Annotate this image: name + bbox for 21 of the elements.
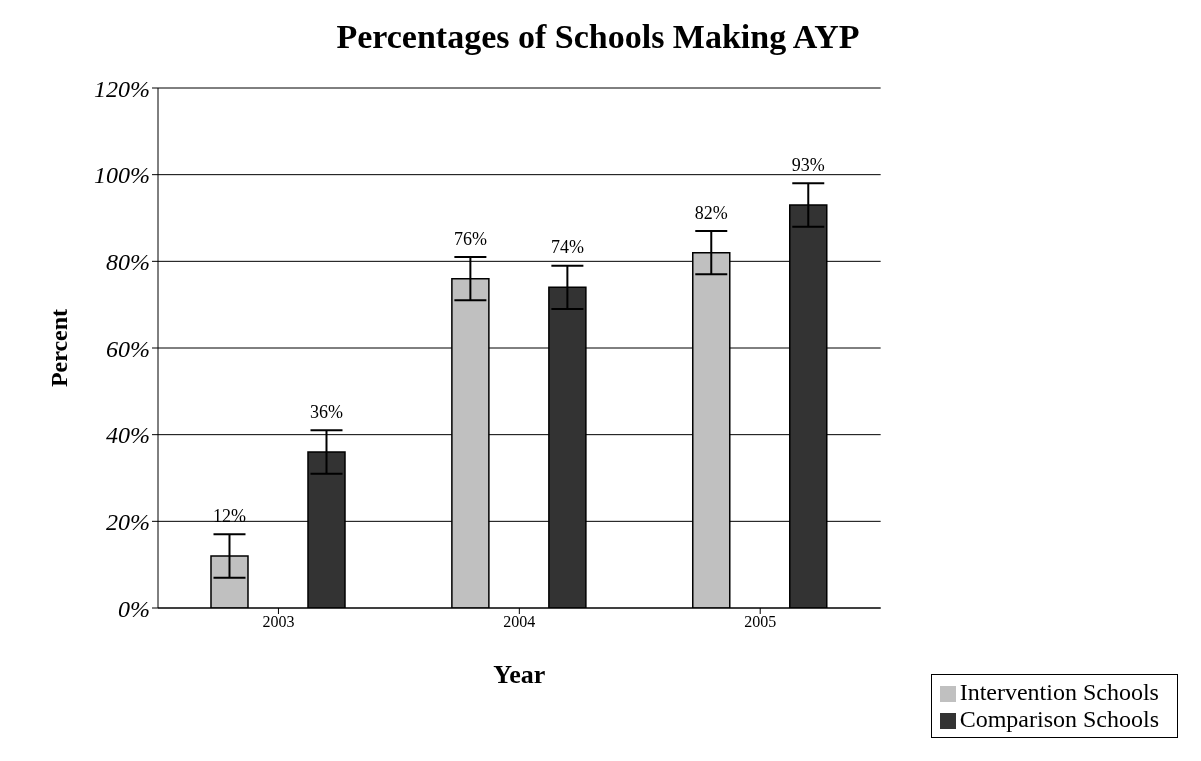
y-axis-title: Percent xyxy=(45,308,72,388)
data-label: 74% xyxy=(550,237,584,258)
y-tick-label: 80% xyxy=(106,248,150,275)
y-tick-label: 100% xyxy=(94,162,150,189)
y-tick-label: 60% xyxy=(106,335,150,362)
y-tick-label: 20% xyxy=(106,508,150,535)
legend-label: Comparison Schools xyxy=(959,706,1159,732)
data-label: 76% xyxy=(453,228,487,249)
data-label: 93% xyxy=(791,155,825,175)
data-label: 12% xyxy=(212,506,246,526)
legend-label: Intervention Schools xyxy=(959,679,1159,705)
data-label: 36% xyxy=(309,402,343,422)
y-tick-label: 120% xyxy=(94,75,150,102)
y-tick-label: 0% xyxy=(118,595,150,622)
y-tick-label: 40% xyxy=(106,422,150,449)
x-tick-label: 2004 xyxy=(503,613,536,631)
x-tick-label: 2005 xyxy=(744,613,777,631)
x-tick-label: 2003 xyxy=(262,613,295,631)
data-label: 82% xyxy=(694,202,728,223)
x-axis-title: Year xyxy=(493,660,546,689)
chart-title: Percentages of Schools Making AYP xyxy=(335,18,861,56)
